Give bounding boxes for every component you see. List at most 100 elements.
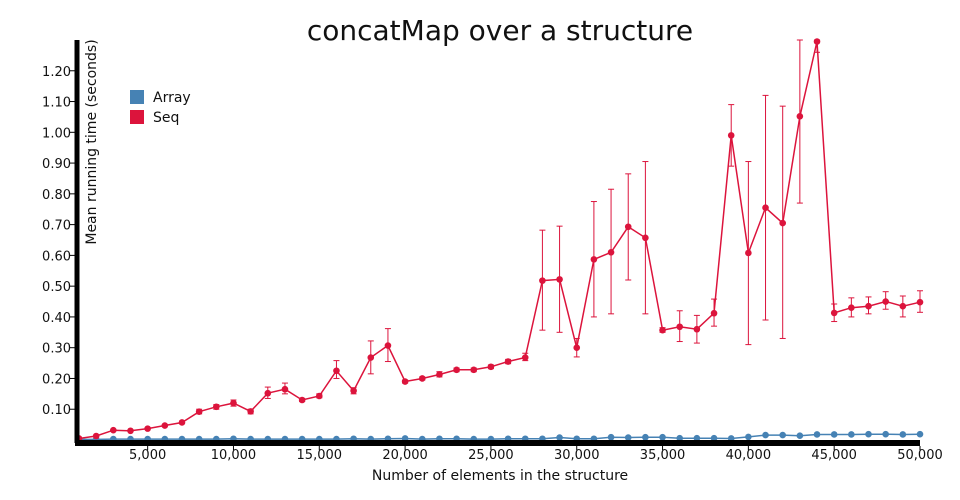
data-point xyxy=(401,378,409,385)
y-tick-label: 0.30 xyxy=(42,342,71,357)
x-tick-label: 10,000 xyxy=(211,448,257,463)
data-point xyxy=(865,302,872,310)
data-point xyxy=(92,432,100,440)
data-point xyxy=(624,434,632,441)
legend: Array Seq xyxy=(130,90,191,126)
y-tick-label: 0.90 xyxy=(42,157,71,172)
y-tick-label: 1.20 xyxy=(42,65,71,80)
data-point xyxy=(418,375,426,382)
y-axis: 0.10 0.20 0.30 0.40 0.50 0.60 0.70 0.80 0.90 1.00… xyxy=(42,40,80,443)
data-point xyxy=(573,344,581,351)
x-axis-title: Number of elements in the structure xyxy=(372,468,628,484)
data-point xyxy=(590,256,598,263)
data-point xyxy=(384,342,392,349)
data-point xyxy=(281,385,289,393)
data-point xyxy=(230,399,237,407)
y-tick-label: 0.70 xyxy=(42,219,71,234)
y-tick-label: 0.50 xyxy=(42,280,71,295)
x-tick-label: 50,000 xyxy=(897,448,943,463)
data-point xyxy=(779,431,786,439)
y-tick-label: 0.80 xyxy=(42,188,71,203)
data-point xyxy=(470,366,478,374)
legend-item-array: Array xyxy=(130,90,191,106)
data-point xyxy=(762,204,769,211)
x-tick-label: 20,000 xyxy=(382,448,428,463)
data-point xyxy=(144,425,151,432)
data-point xyxy=(659,433,666,441)
data-point xyxy=(676,323,684,331)
data-point xyxy=(247,408,254,415)
data-point xyxy=(110,426,117,434)
data-point xyxy=(315,392,323,400)
series-line xyxy=(79,433,921,441)
data-point xyxy=(745,249,752,257)
data-point xyxy=(882,298,889,305)
data-point xyxy=(453,366,460,374)
legend-item-seq: Seq xyxy=(130,110,179,126)
data-point xyxy=(607,433,615,441)
data-point xyxy=(642,234,649,242)
data-point xyxy=(865,430,872,438)
data-point xyxy=(813,38,821,45)
data-point xyxy=(710,309,718,317)
legend-swatch xyxy=(130,90,144,104)
legend-label: Array xyxy=(153,90,191,106)
data-point xyxy=(848,304,855,311)
data-point xyxy=(367,354,375,361)
data-point xyxy=(710,434,718,442)
x-tick-label: 30,000 xyxy=(554,448,600,463)
y-tick-label: 0.20 xyxy=(42,372,71,387)
data-point xyxy=(796,113,804,120)
data-point xyxy=(504,358,512,365)
data-point xyxy=(642,433,649,441)
data-point xyxy=(676,434,684,442)
data-point xyxy=(556,276,563,283)
data-point xyxy=(882,430,889,438)
data-point xyxy=(659,326,666,334)
data-point xyxy=(830,309,838,317)
data-point xyxy=(298,396,306,404)
data-point xyxy=(539,277,546,284)
data-point xyxy=(161,422,169,429)
data-point xyxy=(487,363,495,371)
data-point xyxy=(916,430,924,438)
x-tick-label: 45,000 xyxy=(811,448,857,463)
data-point xyxy=(779,219,786,227)
data-point xyxy=(264,389,272,397)
series-seq xyxy=(75,38,924,442)
data-point xyxy=(693,434,701,442)
data-point xyxy=(624,223,632,231)
data-point xyxy=(178,419,186,426)
data-point xyxy=(899,302,907,310)
data-point xyxy=(350,387,357,395)
data-point xyxy=(127,427,134,435)
data-point xyxy=(830,431,838,438)
x-tick-label: 25,000 xyxy=(468,448,514,463)
y-axis-title: Mean running time (seconds) xyxy=(84,39,100,244)
data-point xyxy=(556,434,563,441)
series-line xyxy=(78,41,921,440)
data-point xyxy=(521,354,529,361)
data-point xyxy=(693,325,701,333)
legend-swatch xyxy=(130,110,144,124)
data-point xyxy=(848,431,855,438)
data-point xyxy=(813,431,821,438)
data-point xyxy=(916,298,924,306)
x-axis: 5,000 10,000 15,000 20,000 25,000 30,000 35,00… xyxy=(75,440,943,463)
data-point xyxy=(213,403,220,411)
y-tick-label: 1.00 xyxy=(42,126,71,141)
data-point xyxy=(195,408,203,415)
y-tick-label: 1.10 xyxy=(42,96,71,111)
data-point xyxy=(762,431,769,439)
data-point xyxy=(607,249,615,256)
x-tick-label: 35,000 xyxy=(640,448,686,463)
x-tick-label: 15,000 xyxy=(297,448,343,463)
y-tick-label: 0.40 xyxy=(42,311,71,326)
x-tick-label: 40,000 xyxy=(726,448,772,463)
x-tick-label: 5,000 xyxy=(129,448,166,463)
y-tick-label: 0.60 xyxy=(42,249,71,264)
chart-title: concatMap over a structure xyxy=(307,14,693,47)
y-tick-label: 0.10 xyxy=(42,403,71,418)
data-point xyxy=(436,371,443,378)
